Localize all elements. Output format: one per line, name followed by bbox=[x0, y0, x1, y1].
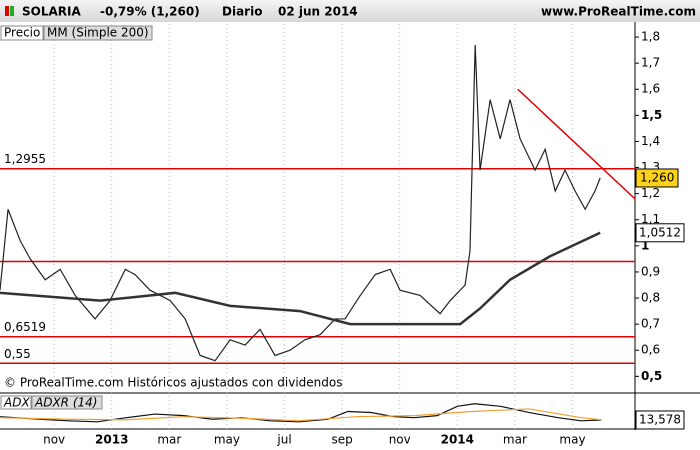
y-tick-label: 1,8 bbox=[641, 30, 660, 44]
level-label: 0,6519 bbox=[4, 320, 46, 334]
price-line bbox=[0, 44, 601, 362]
indicator-subtitle: ADXR (14) bbox=[34, 396, 97, 410]
level-label: 0,55 bbox=[4, 347, 31, 361]
indicator-title-box bbox=[31, 395, 103, 410]
x-tick-label: nov bbox=[43, 433, 65, 447]
y-tick-label: 0,7 bbox=[641, 317, 660, 331]
x-tick-label: may bbox=[214, 433, 240, 447]
indicator-line bbox=[0, 408, 602, 422]
trend-line bbox=[517, 88, 636, 200]
price-tag-label: 1,260 bbox=[640, 170, 674, 184]
icon bbox=[10, 6, 14, 16]
legend-entry: Precio bbox=[4, 26, 40, 40]
level-label: 1,2955 bbox=[4, 152, 46, 166]
y-tick-label: 0,6 bbox=[641, 343, 660, 357]
y-tick-label: 0,9 bbox=[641, 264, 660, 278]
price-line bbox=[0, 231, 601, 326]
legend-entry: MM (Simple 200) bbox=[47, 26, 149, 40]
x-tick-label: mar bbox=[157, 433, 181, 447]
indicator-tag bbox=[635, 410, 685, 430]
legend-box bbox=[0, 25, 44, 41]
ma-tag bbox=[635, 223, 685, 243]
change: -0,79% (1,260) bbox=[100, 5, 200, 19]
y-tick-label: 1 bbox=[641, 238, 649, 252]
x-tick-label: jul bbox=[276, 433, 291, 447]
x-tick-label: sep bbox=[331, 433, 352, 447]
y-tick-label: 1,2 bbox=[641, 186, 660, 200]
x-tick-label: 2013 bbox=[95, 433, 128, 447]
header-bar bbox=[0, 0, 700, 22]
site: www.ProRealTime.com bbox=[541, 5, 696, 19]
date: 02 jun 2014 bbox=[278, 5, 358, 19]
y-tick-label: 1,1 bbox=[641, 212, 660, 226]
y-tick-label: 0,8 bbox=[641, 291, 660, 305]
y-tick-label: 1,7 bbox=[641, 56, 660, 70]
icon bbox=[5, 6, 9, 16]
x-tick-label: mar bbox=[503, 433, 527, 447]
period: Diario bbox=[222, 5, 262, 19]
y-tick-label: 1,6 bbox=[641, 82, 660, 96]
y-tick-label: 1,4 bbox=[641, 134, 660, 148]
watermark: © ProRealTime.com Históricos ajustados c… bbox=[4, 376, 342, 390]
x-tick-label: may bbox=[559, 433, 585, 447]
y-tick-label: 0,5 bbox=[641, 369, 662, 383]
y-tick-label: 1,5 bbox=[641, 108, 662, 122]
x-tick-label: nov bbox=[389, 433, 411, 447]
ma-tag-label: 1,0512 bbox=[639, 225, 681, 239]
indicator-line bbox=[0, 403, 602, 423]
x-tick-label: 2014 bbox=[441, 433, 474, 447]
legend-box bbox=[43, 25, 153, 41]
indicator-title-box bbox=[0, 395, 32, 410]
indicator-title: ADX bbox=[3, 396, 30, 410]
ticker: SOLARIA bbox=[22, 5, 81, 19]
indicator-tag-label: 13,578 bbox=[639, 412, 681, 426]
price-tag bbox=[635, 168, 679, 188]
